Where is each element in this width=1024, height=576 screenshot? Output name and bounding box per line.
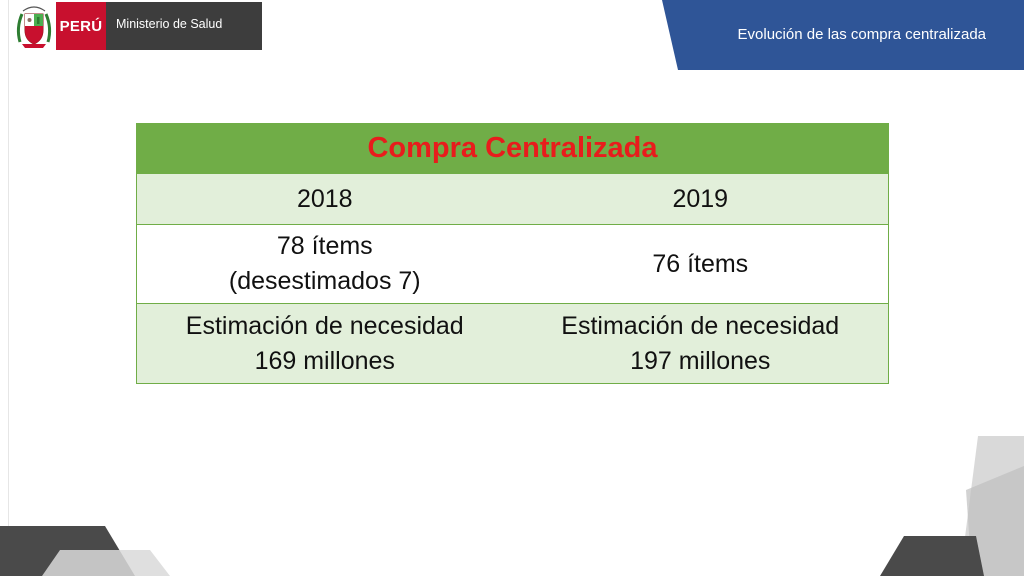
items-2019-count: 76 ítems [652, 249, 749, 278]
estimate-2018-cell: Estimación de necesidad 169 millones [137, 304, 513, 383]
items-2018-count: 78 ítems [276, 232, 373, 260]
column-header-2018: 2018 [137, 174, 513, 224]
logo-ministry-label: Ministerio de Salud [106, 2, 262, 50]
estimate-2018-value: 169 millones [254, 346, 395, 375]
table-header-row: 2018 2019 [137, 173, 888, 224]
bottom-left-decoration [0, 526, 170, 576]
header-banner: Evolución de las compra centralizada [662, 0, 1024, 70]
header-title: Evolución de las compra centralizada [737, 26, 986, 43]
ministry-logo: PERÚ Ministerio de Salud [12, 2, 262, 50]
peru-coat-of-arms-icon [12, 2, 56, 50]
estimate-2019-label: Estimación de necesidad [561, 311, 840, 340]
table-title: Compra Centralizada [137, 124, 888, 173]
bottom-right-decoration [880, 436, 1024, 576]
summary-table: Compra Centralizada 2018 2019 78 ítems (… [136, 123, 889, 384]
items-2019-cell: 76 ítems [512, 225, 888, 303]
table-row-items: 78 ítems (desestimados 7) 76 ítems [137, 224, 888, 303]
estimate-2018-label: Estimación de necesidad [185, 311, 464, 340]
estimate-2019-cell: Estimación de necesidad 197 millones [512, 304, 888, 383]
column-header-2019: 2019 [512, 174, 888, 224]
left-margin-rule [8, 0, 9, 576]
table-row-estimate: Estimación de necesidad 169 millones Est… [137, 303, 888, 383]
logo-country-label: PERÚ [56, 2, 106, 50]
items-2018-cell: 78 ítems (desestimados 7) [137, 225, 513, 303]
estimate-2019-value: 197 millones [630, 346, 771, 375]
items-2018-discarded: (desestimados 7) [228, 267, 421, 295]
